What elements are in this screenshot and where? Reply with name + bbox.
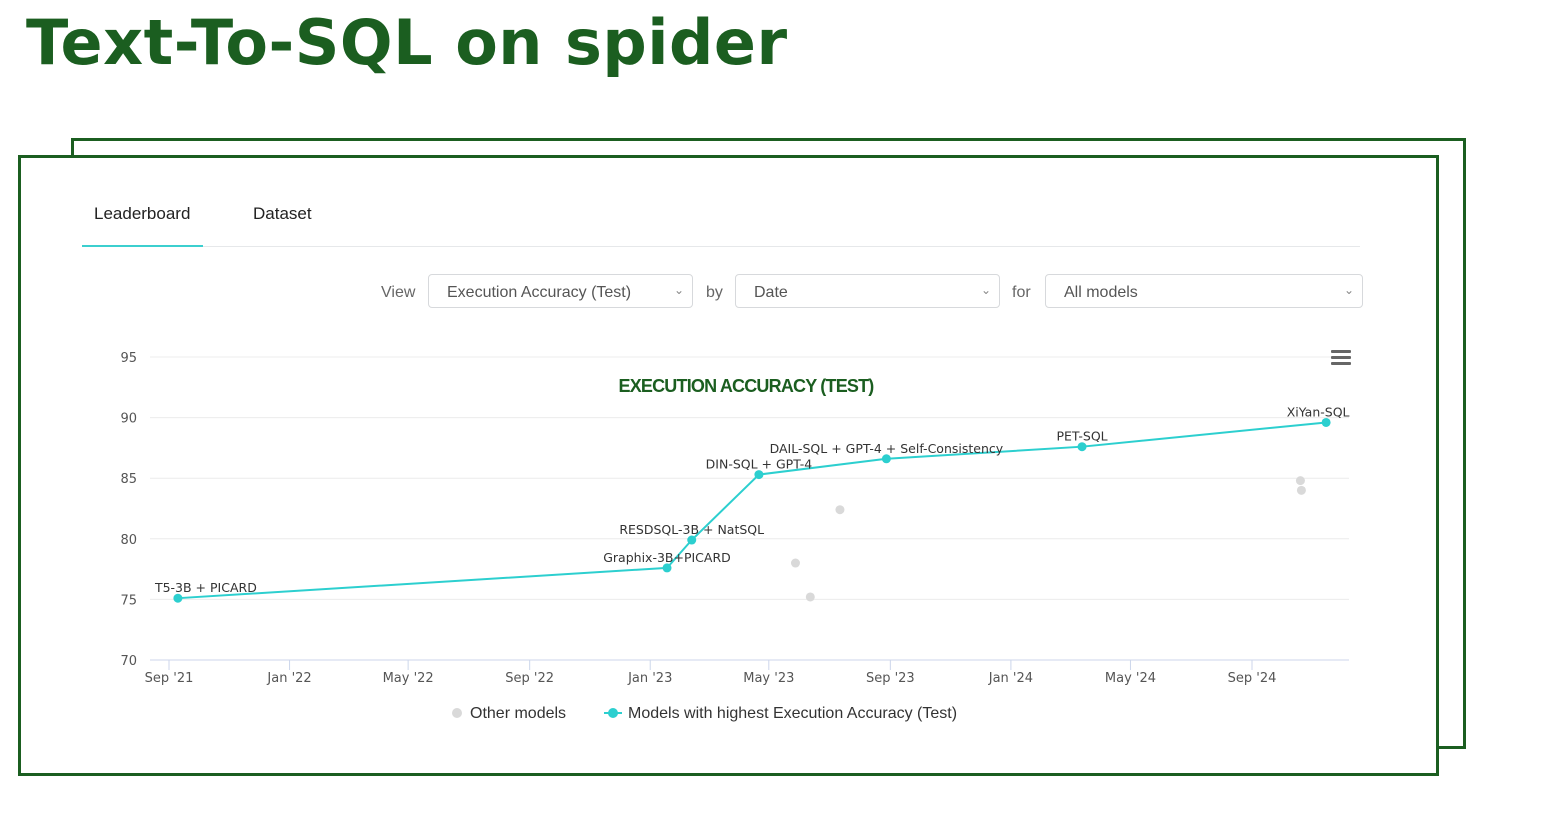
view-select[interactable]: Execution Accuracy (Test) ⌄ bbox=[428, 274, 693, 308]
x-tick-label: Sep '21 bbox=[145, 671, 194, 686]
best-model-point bbox=[662, 563, 672, 573]
best-model-point bbox=[1321, 417, 1331, 427]
for-select-value: All models bbox=[1064, 284, 1138, 301]
legend-other-models[interactable]: Other models bbox=[452, 705, 566, 723]
chevron-down-icon: ⌄ bbox=[673, 283, 684, 297]
best-models-line bbox=[177, 421, 1327, 600]
x-tick-label: May '23 bbox=[743, 671, 794, 686]
tab-leaderboard[interactable]: Leaderboard bbox=[81, 204, 204, 247]
other-model-point bbox=[1295, 476, 1305, 486]
tab-bar: Leaderboard Dataset bbox=[81, 196, 1360, 247]
data-label: RESDSQL-3B + NatSQL bbox=[619, 522, 764, 537]
view-select-value: Execution Accuracy (Test) bbox=[447, 284, 632, 301]
legend-label: Models with highest Execution Accuracy (… bbox=[628, 705, 958, 722]
data-label: T5-3B + PICARD bbox=[154, 580, 257, 595]
x-tick-label: Sep '23 bbox=[866, 671, 915, 686]
data-label: PET-SQL bbox=[1056, 429, 1107, 444]
chevron-down-icon: ⌄ bbox=[1343, 283, 1354, 297]
other-model-point bbox=[835, 505, 845, 515]
chart-title: EXECUTION ACCURACY (TEST) bbox=[618, 376, 874, 396]
tab-dataset[interactable]: Dataset bbox=[253, 204, 312, 223]
y-tick-label: 95 bbox=[120, 351, 137, 366]
x-tick-label: Jan '24 bbox=[988, 671, 1033, 686]
x-tick-label: Sep '24 bbox=[1228, 671, 1277, 686]
other-model-point bbox=[1296, 485, 1306, 495]
by-select-value: Date bbox=[754, 284, 788, 301]
x-tick-label: May '22 bbox=[383, 671, 434, 686]
y-tick-label: 90 bbox=[120, 412, 137, 427]
best-model-point bbox=[687, 535, 697, 545]
other-model-point bbox=[790, 558, 800, 568]
by-label: by bbox=[706, 284, 723, 301]
y-tick-label: 75 bbox=[120, 593, 137, 608]
y-tick-label: 70 bbox=[120, 654, 137, 669]
y-tick-label: 85 bbox=[120, 472, 137, 487]
best-model-point bbox=[173, 593, 183, 603]
data-label: DAIL-SQL + GPT-4 + Self-Consistency bbox=[770, 441, 1004, 456]
for-label: for bbox=[1012, 284, 1031, 301]
x-tick-label: May '24 bbox=[1105, 671, 1156, 686]
data-label: DIN-SQL + GPT-4 bbox=[706, 457, 813, 472]
best-model-point bbox=[881, 454, 891, 464]
other-model-point bbox=[805, 592, 815, 602]
chevron-down-icon: ⌄ bbox=[980, 283, 991, 297]
slide-title: Text-To-SQL on spider bbox=[26, 6, 788, 79]
x-tick-label: Sep '22 bbox=[505, 671, 554, 686]
y-tick-label: 80 bbox=[120, 533, 137, 548]
data-label: Graphix-3B+PICARD bbox=[603, 550, 731, 565]
legend-label: Other models bbox=[470, 705, 567, 722]
leaderboard-panel bbox=[18, 155, 1439, 776]
best-model-point bbox=[1077, 442, 1087, 452]
x-tick-label: Jan '23 bbox=[627, 671, 672, 686]
teal-line-dot-icon bbox=[604, 708, 622, 718]
x-tick-label: Jan '22 bbox=[266, 671, 311, 686]
by-select[interactable]: Date ⌄ bbox=[735, 274, 1000, 308]
gray-dot-icon bbox=[452, 708, 462, 718]
view-label: View bbox=[381, 284, 416, 301]
legend-best-models[interactable]: Models with highest Execution Accuracy (… bbox=[604, 705, 957, 723]
for-select[interactable]: All models ⌄ bbox=[1045, 274, 1363, 308]
data-label: XiYan-SQL bbox=[1287, 404, 1350, 419]
best-model-point bbox=[754, 470, 764, 480]
hamburger-menu-icon[interactable] bbox=[1331, 350, 1351, 366]
